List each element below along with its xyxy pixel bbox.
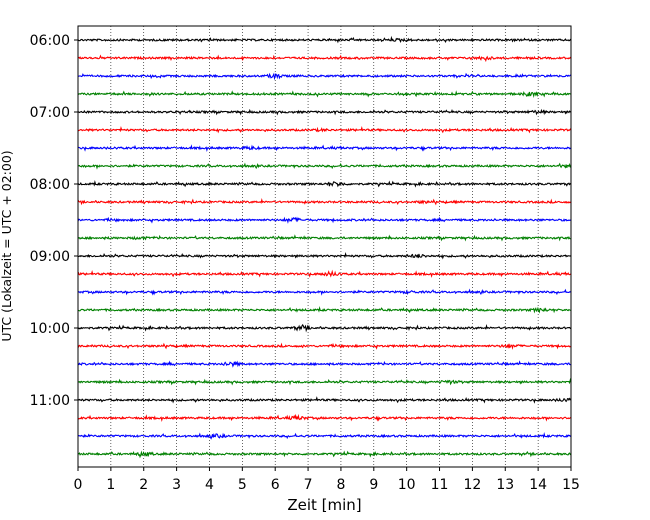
x-tick-label: 9: [369, 477, 378, 493]
x-tick-label: 5: [238, 477, 247, 493]
trace-0615: [77, 54, 572, 63]
y-tick-label: 09:00: [30, 249, 70, 265]
x-tick-label: 14: [529, 477, 547, 493]
y-tick-label: 11:00: [30, 393, 70, 409]
x-axis-label: Zeit [min]: [287, 496, 361, 514]
x-tick-label: 0: [74, 477, 83, 493]
seismic-traces: [77, 35, 572, 459]
y-tick-label: 06:00: [30, 33, 70, 49]
y-tick-label: 10:00: [30, 321, 70, 337]
trace-0800: [77, 180, 572, 188]
trace-1015: [77, 342, 572, 350]
x-tick-label: 12: [463, 477, 481, 493]
y-axis-label: UTC (Lokalzeit = UTC + 02:00): [0, 150, 14, 341]
trace-0915: [77, 269, 572, 278]
x-tick-label: 10: [398, 477, 416, 493]
trace-0845: [77, 234, 572, 242]
trace-0945: [77, 306, 572, 314]
trace-0600: [77, 35, 572, 44]
trace-0930: [77, 288, 572, 296]
plot-background: [78, 26, 571, 467]
trace-1115: [77, 413, 572, 422]
x-tick-label: 11: [431, 477, 449, 493]
trace-0815: [77, 198, 572, 206]
x-axis-ticks: 0 1 2 3 4 5 6 7 8 9 10 11 12 13 14 15: [74, 467, 580, 493]
x-tick-label: 15: [562, 477, 580, 493]
x-tick-label: 8: [336, 477, 345, 493]
trace-1000: [77, 323, 572, 333]
trace-1100: [77, 396, 572, 404]
trace-1145: [78, 450, 572, 459]
y-tick-label: 08:00: [30, 177, 70, 193]
trace-1045: [77, 378, 572, 386]
y-axis-ticks: 06:00 07:00 08:00 09:00 10:00 11:00: [30, 33, 78, 409]
trace-1130: [77, 432, 572, 440]
trace-0715: [77, 126, 572, 134]
y-tick-label: 07:00: [30, 105, 70, 121]
trace-0900: [77, 252, 572, 260]
trace-0745: [77, 162, 572, 170]
trace-0645: [77, 90, 572, 98]
trace-0700: [77, 108, 572, 116]
x-tick-label: 2: [139, 477, 148, 493]
trace-0630: [77, 72, 572, 81]
x-tick-label: 4: [205, 477, 214, 493]
trace-1030: [77, 360, 572, 368]
trace-0830: [77, 216, 572, 224]
trace-0730: [77, 144, 572, 152]
x-tick-label: 1: [106, 477, 115, 493]
x-tick-label: 6: [271, 477, 280, 493]
plot-frame: [77, 25, 572, 468]
x-tick-label: 7: [304, 477, 313, 493]
x-tick-label: 13: [496, 477, 514, 493]
x-tick-label: 3: [172, 477, 181, 493]
